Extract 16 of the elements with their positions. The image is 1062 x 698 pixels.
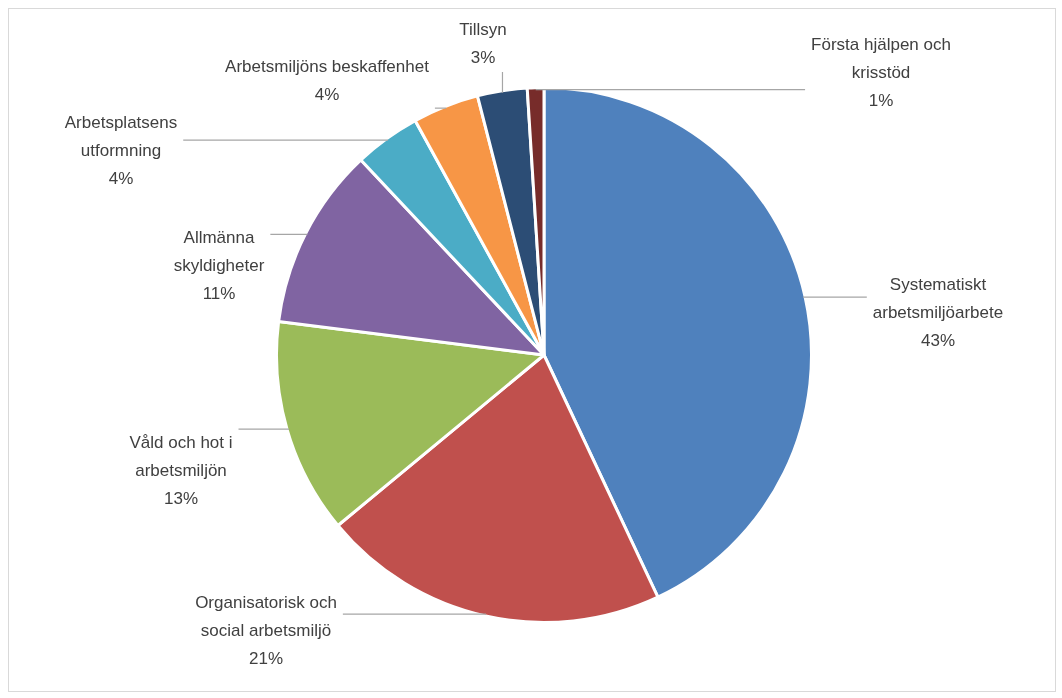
data-label: 13%: [163, 488, 199, 508]
slice-label: Systematiskt arbetsmiljöarbete: [872, 274, 1004, 322]
slice-label: Tillsyn: [459, 19, 507, 39]
data-label: 4%: [314, 84, 340, 104]
data-label: 21%: [248, 648, 284, 668]
slice-label: Våld och hot i arbetsmiljön: [129, 432, 233, 480]
slice-label: Organisatorisk och social arbetsmiljö: [195, 592, 337, 640]
slice-label: Allmänna skyldigheter: [173, 227, 265, 275]
data-label: 43%: [920, 330, 956, 350]
data-label: 11%: [202, 283, 236, 303]
slice-label: Arbetsmiljöns beskaffenhet: [225, 56, 430, 76]
data-label: 3%: [470, 47, 496, 67]
slice-label: Första hjälpen och krisstöd: [811, 34, 951, 82]
slice-label: Arbetsplatsens utformning: [64, 112, 178, 160]
data-label: 4%: [108, 168, 134, 188]
data-label: 1%: [868, 90, 894, 110]
